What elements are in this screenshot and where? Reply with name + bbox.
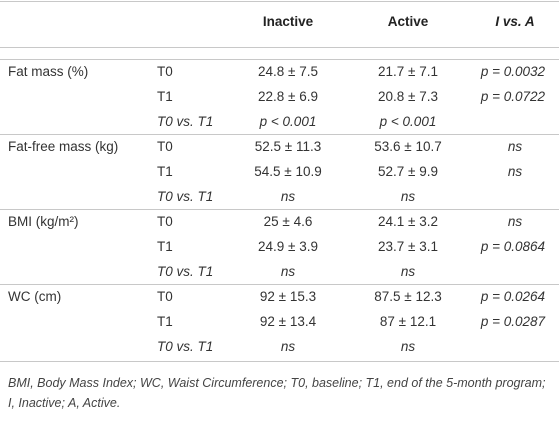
inactive-value: 25 ± 4.6 bbox=[263, 214, 313, 229]
inactive-value: 92 ± 13.4 bbox=[259, 314, 317, 329]
inactive-value: 24.8 ± 7.5 bbox=[258, 64, 318, 79]
row-label: Fat mass (%) bbox=[8, 64, 89, 79]
active-value: 20.8 ± 7.3 bbox=[378, 89, 438, 104]
column-header: Active bbox=[387, 14, 429, 29]
footnote: BMI, Body Mass Index; WC, Waist Circumfe… bbox=[8, 376, 546, 410]
group-rule bbox=[0, 134, 559, 135]
column-header: Inactive bbox=[262, 14, 314, 29]
inactive-value: ns bbox=[280, 189, 296, 204]
active-value: ns bbox=[400, 264, 416, 279]
comparison-value: p = 0.0287 bbox=[480, 314, 545, 329]
time-point: T1 bbox=[157, 239, 173, 254]
group-rule bbox=[0, 59, 559, 60]
time-point: T1 bbox=[157, 164, 173, 179]
active-value: 52.7 ± 9.9 bbox=[378, 164, 438, 179]
inactive-value: 24.9 ± 3.9 bbox=[258, 239, 318, 254]
inactive-value: ns bbox=[280, 264, 296, 279]
time-point: T0 vs. T1 bbox=[157, 264, 214, 279]
active-value: 87 ± 12.1 bbox=[379, 314, 437, 329]
row-label: Fat-free mass (kg) bbox=[8, 139, 119, 154]
time-point: T0 vs. T1 bbox=[157, 189, 214, 204]
comparison-value: ns bbox=[507, 214, 523, 229]
active-value: 23.7 ± 3.1 bbox=[378, 239, 438, 254]
active-value: ns bbox=[400, 189, 416, 204]
active-value: 87.5 ± 12.3 bbox=[374, 289, 442, 304]
inactive-value: 52.5 ± 11.3 bbox=[254, 139, 322, 154]
top-rule bbox=[0, 1, 559, 2]
comparison-value: p = 0.0864 bbox=[480, 239, 545, 254]
time-point: T0 bbox=[157, 139, 173, 154]
group-rule bbox=[0, 209, 559, 210]
active-value: p < 0.001 bbox=[379, 114, 437, 129]
active-value: 24.1 ± 3.2 bbox=[378, 214, 438, 229]
active-value: 21.7 ± 7.1 bbox=[378, 64, 438, 79]
comparison-value: ns bbox=[507, 139, 523, 154]
time-point: T1 bbox=[157, 314, 173, 329]
inactive-value: 92 ± 15.3 bbox=[259, 289, 317, 304]
time-point: T0 bbox=[157, 289, 173, 304]
header-rule bbox=[0, 47, 559, 48]
inactive-value: p < 0.001 bbox=[259, 114, 317, 129]
group-rule bbox=[0, 284, 559, 285]
comparison-value: p = 0.0264 bbox=[480, 289, 545, 304]
time-point: T0 vs. T1 bbox=[157, 339, 214, 354]
inactive-value: 22.8 ± 6.9 bbox=[258, 89, 318, 104]
time-point: T0 bbox=[157, 214, 173, 229]
time-point: T0 bbox=[157, 64, 173, 79]
active-value: 53.6 ± 10.7 bbox=[374, 139, 442, 154]
bottom-rule bbox=[0, 361, 559, 362]
comparison-value: p = 0.0722 bbox=[480, 89, 545, 104]
time-point: T1 bbox=[157, 89, 173, 104]
column-header: I vs. A bbox=[495, 14, 535, 29]
inactive-value: 54.5 ± 10.9 bbox=[254, 164, 322, 179]
row-label: BMI (kg/m²) bbox=[8, 214, 79, 229]
row-label: WC (cm) bbox=[8, 289, 62, 304]
comparison-value: p = 0.0032 bbox=[480, 64, 545, 79]
time-point: T0 vs. T1 bbox=[157, 114, 214, 129]
comparison-value: ns bbox=[507, 164, 523, 179]
active-value: ns bbox=[400, 339, 416, 354]
inactive-value: ns bbox=[280, 339, 296, 354]
